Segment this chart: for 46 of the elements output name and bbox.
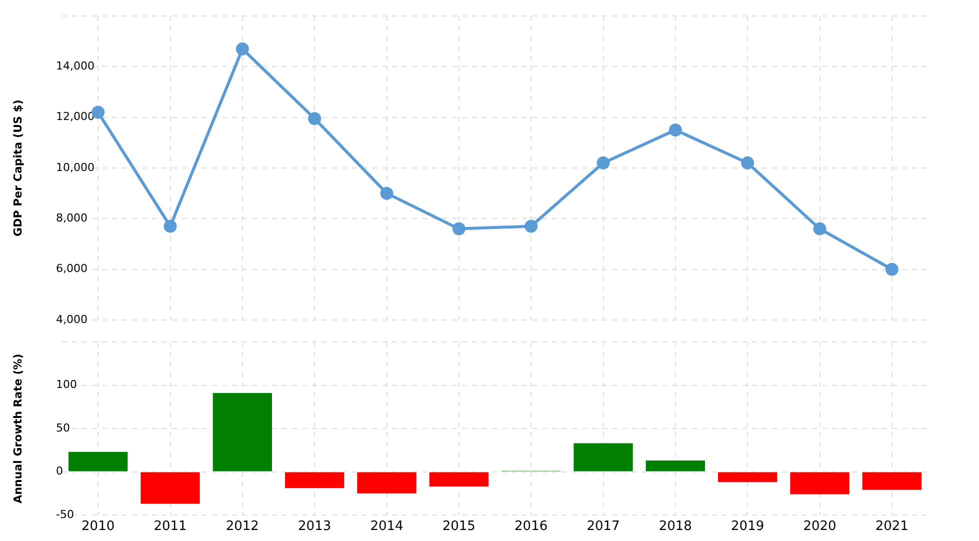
bar: [140, 472, 200, 504]
bar: [574, 443, 633, 472]
x-tick-label: 2019: [731, 519, 764, 534]
point: [596, 156, 610, 170]
bar: [357, 472, 416, 494]
y-axis-title: GDP Per Capita (US $): [11, 100, 24, 236]
y-axis-title: Annual Growth Rate (%): [11, 354, 24, 504]
y-tick-label: -50: [56, 508, 74, 521]
bar: [429, 472, 489, 486]
bar: [212, 393, 272, 472]
bar: [68, 452, 128, 472]
x-tick-label: 2016: [514, 519, 548, 534]
point: [524, 220, 538, 233]
x-tick-label: 2018: [658, 519, 692, 534]
bar: [862, 472, 922, 490]
bar: [284, 472, 344, 488]
y-tick-label: 4,000: [56, 312, 88, 326]
point: [885, 262, 898, 276]
bar: [718, 472, 778, 482]
y-tick-label: 0: [56, 464, 63, 478]
x-tick-label: 2014: [370, 519, 404, 534]
bar: [646, 460, 706, 472]
point: [380, 186, 394, 200]
bar: [790, 472, 850, 494]
y-tick-label: 6,000: [56, 262, 88, 276]
y-tick-label: 10,000: [56, 160, 94, 174]
x-tick-label: 2017: [586, 519, 620, 534]
point: [452, 222, 466, 236]
point: [813, 222, 826, 236]
point: [236, 42, 249, 56]
y-tick-label: 14,000: [56, 60, 94, 73]
point: [668, 124, 682, 136]
y-tick-label: 50: [56, 421, 70, 434]
y-tick-label: 12,000: [56, 110, 94, 124]
point: [308, 112, 322, 126]
point: [164, 220, 177, 233]
x-tick-label: 2021: [875, 519, 908, 534]
x-tick-label: 2013: [298, 519, 332, 534]
y-tick-label: 8,000: [56, 212, 88, 225]
x-tick-label: 2012: [226, 519, 259, 534]
x-tick-label: 2020: [803, 519, 836, 534]
x-tick-label: 2011: [154, 519, 187, 534]
x-tick-label: 2015: [442, 519, 476, 534]
point: [741, 156, 754, 170]
x-tick-label: 2010: [82, 519, 115, 534]
y-tick-label: 100: [56, 378, 77, 392]
